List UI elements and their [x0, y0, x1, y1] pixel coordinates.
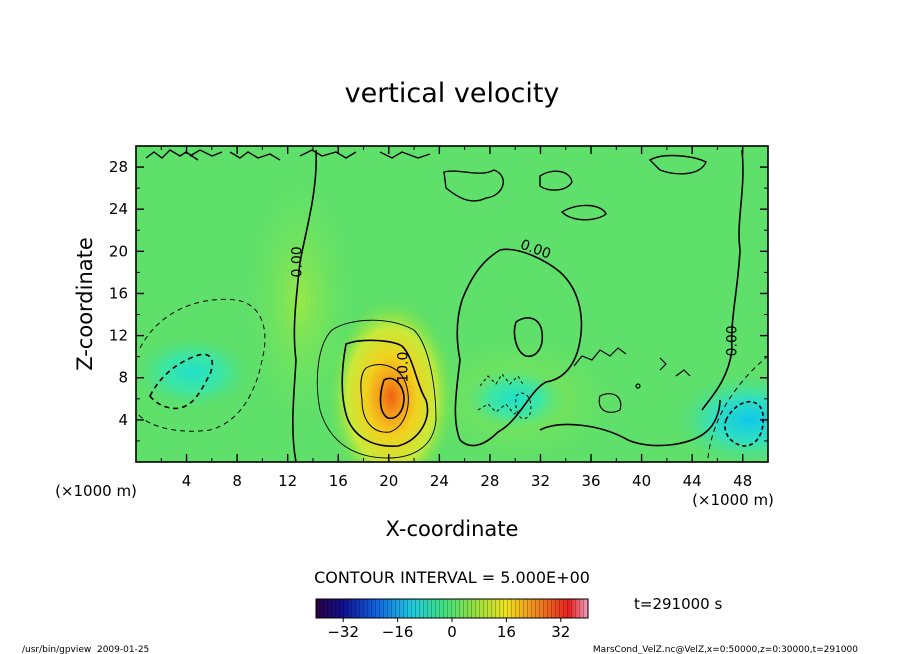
- y-tick-label: 28: [109, 158, 128, 176]
- x-tick-label: 16: [329, 472, 348, 490]
- y-tick-label: 4: [118, 411, 128, 429]
- x-tick-label: 48: [733, 472, 752, 490]
- plot-frame: [135, 145, 769, 463]
- contour-interval-text: CONTOUR INTERVAL = 5.000E+00: [314, 568, 590, 587]
- x-tick-label: 8: [232, 472, 242, 490]
- contour-label: 10.0: [396, 352, 412, 383]
- contour-updraft-core: [379, 377, 405, 420]
- contour-updraft-5: [316, 319, 437, 459]
- colorbar-tick-label: −16: [382, 623, 414, 641]
- contour-zero-middle: [454, 248, 583, 447]
- colorbar-tick-label: 32: [551, 623, 570, 641]
- footer-right: MarsCond_VelZ.nc@VelZ,x=0:50000,z=0:3000…: [593, 645, 858, 654]
- colorbar-ticks: −32 −16 0 16 32: [327, 618, 570, 641]
- y-tick-label: 12: [109, 327, 128, 345]
- y-unit-label: (×1000 m): [55, 482, 137, 500]
- contour-negative-right-inner: [724, 400, 764, 447]
- y-tick-label: 8: [118, 369, 128, 387]
- downdraft-region: [136, 334, 255, 411]
- colorbar-segments: [316, 599, 588, 618]
- x-tick-label: 36: [581, 472, 600, 490]
- contour-zero-line: [292, 149, 318, 462]
- downdraft-region: [461, 366, 569, 432]
- feature-layer: [136, 298, 768, 462]
- y-axis-title: Z-coordinate: [73, 237, 97, 371]
- contour-label: 0.00: [724, 325, 740, 356]
- contour-zero-top-right: [443, 154, 707, 221]
- x-tick-label: 28: [480, 472, 499, 490]
- x-tick-label: 12: [278, 472, 297, 490]
- x-axis-title: X-coordinate: [386, 517, 519, 541]
- contour-updraft-inner: [360, 364, 409, 433]
- contour-zero-top: [145, 149, 431, 161]
- colorbar-tick-label: 0: [447, 623, 457, 641]
- time-label: t=291000 s: [634, 595, 722, 613]
- x-unit-label: (×1000 m): [692, 491, 774, 509]
- mild-region: [240, 160, 360, 440]
- contour-negative-left: [137, 298, 266, 432]
- x-tick-label: 20: [379, 472, 398, 490]
- contour-negative-right: [707, 355, 768, 459]
- contour-lines: [137, 149, 768, 462]
- contour-zero-bottom: [539, 399, 721, 447]
- y-tick-label: 24: [109, 200, 128, 218]
- y-tick-label: 20: [109, 242, 128, 260]
- x-tick-label: 40: [632, 472, 651, 490]
- y-tick-label: 16: [109, 284, 128, 302]
- footer-left: /usr/bin/gpview 2009-01-25: [22, 645, 149, 654]
- updraft-region: [328, 298, 455, 462]
- colorbar: −32 −16 0 16 32: [315, 598, 589, 641]
- contour-updraft-10: [341, 339, 429, 447]
- contour-zero-right: [701, 149, 744, 411]
- x-tick-label: 32: [531, 472, 550, 490]
- contour-label: 0.00: [290, 246, 306, 277]
- x-tick-label: 44: [683, 472, 702, 490]
- contour-zero-scatter: [573, 347, 691, 413]
- contour-negative-middle: [477, 373, 532, 419]
- colorbar-tick-label: 16: [497, 623, 516, 641]
- colorbar-tick-label: −32: [327, 623, 359, 641]
- downdraft-region: [670, 371, 768, 462]
- x-tick-label: 4: [182, 472, 192, 490]
- x-tick-label: 24: [430, 472, 449, 490]
- contour-zero-blob: [513, 317, 544, 357]
- chart-title: vertical velocity: [345, 78, 560, 109]
